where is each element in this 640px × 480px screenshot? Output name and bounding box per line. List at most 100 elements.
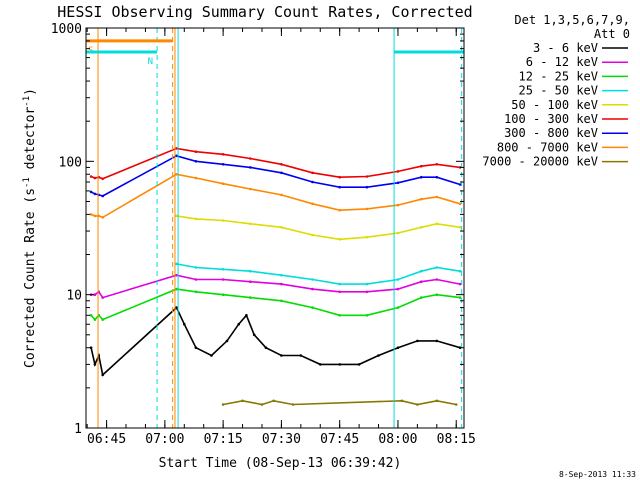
series-3-point-11	[458, 269, 462, 273]
legend-label-4: 50 - 100 keV	[511, 98, 598, 112]
series-7-point-0	[89, 213, 93, 216]
series-2-point-8	[280, 299, 283, 303]
series-6-point-10	[338, 185, 342, 189]
series-line-3	[176, 263, 461, 285]
series-0-point-5	[183, 322, 186, 326]
series-5-point-13	[420, 164, 423, 168]
series-6-point-15	[458, 183, 462, 186]
series-4-point-5	[311, 233, 314, 237]
legend-label-2: 12 - 25 keV	[519, 69, 598, 83]
series-7-point-9	[311, 202, 314, 206]
series-3-point-4	[280, 273, 283, 277]
series-5-point-5	[194, 150, 198, 153]
series-1-point-8	[280, 282, 283, 286]
series-4-point-11	[458, 226, 462, 229]
series-line-5	[90, 147, 461, 180]
series-6-point-13	[420, 175, 423, 179]
series-5-point-3	[101, 177, 104, 181]
series-8-point-0	[221, 403, 225, 406]
series-1-point-11	[365, 290, 369, 294]
series-8-point-7	[435, 399, 439, 403]
legend-label-0: 3 - 6 keV	[533, 41, 598, 55]
series-3-point-2	[221, 268, 225, 271]
x-tick-label-4: 07:45	[320, 432, 359, 447]
series-1-point-4	[175, 273, 178, 277]
series-4-point-6	[338, 238, 342, 241]
legend-label-6: 300 - 800 keV	[504, 126, 598, 140]
plot-frame	[85, 27, 465, 429]
footer-timestamp: 8-Sep-2013 11:33	[559, 470, 636, 479]
series-2-point-12	[396, 306, 400, 309]
series-7-point-4	[175, 173, 178, 176]
series-0-point-11	[252, 333, 256, 337]
series-8-point-2	[260, 403, 264, 406]
x-tick-label-0: 06:45	[87, 432, 126, 447]
series-5-point-7	[249, 157, 252, 160]
series-2-point-10	[338, 314, 342, 317]
series-4-point-2	[221, 219, 225, 222]
series-layer	[89, 147, 462, 406]
series-5-point-12	[396, 170, 400, 173]
legend-header-line-1: Det 1,3,5,6,7,9,	[514, 13, 630, 27]
series-3-point-1	[194, 266, 198, 269]
series-7-point-3	[101, 216, 104, 219]
series-6-point-11	[365, 185, 369, 189]
x-tick-label-1: 07:00	[145, 432, 184, 447]
series-5-point-11	[365, 175, 369, 178]
series-6-point-1	[93, 192, 97, 196]
series-6-point-12	[396, 181, 400, 185]
y-tick-label-0: 1	[74, 422, 82, 437]
series-2-point-15	[458, 296, 462, 299]
series-2-point-1	[93, 318, 97, 321]
series-4-point-10	[435, 222, 439, 226]
series-5-point-6	[221, 153, 225, 156]
series-7-point-6	[221, 182, 225, 185]
x-tick-label-3: 07:30	[262, 432, 301, 447]
series-2-point-5	[194, 290, 198, 294]
series-1-point-1	[93, 293, 97, 297]
x-tick-label-5: 08:00	[378, 432, 417, 447]
series-3-point-8	[396, 278, 400, 281]
series-2-point-13	[420, 296, 423, 299]
series-0-point-4	[175, 306, 178, 309]
series-4-point-4	[280, 226, 283, 229]
series-5-point-8	[280, 163, 283, 166]
x-axis-label: Start Time (08-Sep-13 06:39:42)	[159, 456, 402, 471]
series-0-point-14	[299, 354, 303, 357]
series-7-point-14	[435, 195, 439, 199]
series-0-point-0	[89, 346, 93, 350]
series-3-point-10	[435, 266, 439, 269]
series-1-point-9	[311, 287, 314, 291]
series-7-point-1	[93, 214, 97, 218]
series-6-point-8	[280, 171, 283, 175]
series-0-point-15	[319, 363, 322, 366]
series-2-point-3	[101, 318, 104, 321]
y-axis-label-mid: detector	[23, 107, 38, 178]
series-6-point-6	[221, 163, 225, 166]
series-6-point-7	[249, 166, 252, 169]
series-7-point-11	[365, 207, 369, 211]
series-7-point-13	[420, 197, 423, 201]
y-tick-label-1: 10	[66, 289, 82, 304]
series-3-point-9	[420, 269, 423, 273]
series-0-point-3	[101, 373, 104, 377]
series-4-point-9	[420, 226, 423, 229]
series-0-point-9	[237, 322, 240, 326]
series-7-point-8	[280, 193, 283, 197]
series-0-point-7	[210, 354, 213, 357]
series-3-point-5	[311, 278, 314, 281]
series-7-point-15	[458, 202, 462, 206]
series-7-point-5	[194, 176, 198, 180]
series-1-point-6	[221, 278, 225, 281]
series-7-point-12	[396, 203, 400, 207]
series-4-point-3	[249, 222, 252, 226]
x-tick-label-6: 08:15	[437, 432, 476, 447]
series-line-1	[91, 274, 461, 299]
series-7-point-7	[249, 187, 252, 191]
series-6-point-3	[101, 194, 104, 198]
series-8-point-8	[454, 403, 458, 406]
series-8-point-1	[241, 399, 244, 403]
series-4-point-0	[175, 214, 178, 218]
